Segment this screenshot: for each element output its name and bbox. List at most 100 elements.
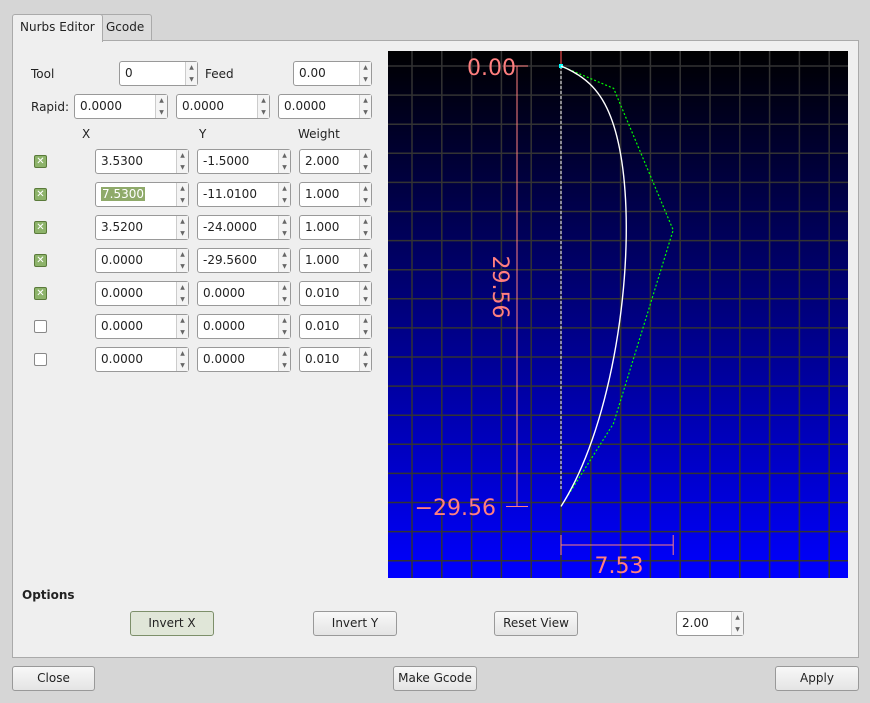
spin-arrows[interactable]: ▲ ▼ (155, 95, 167, 118)
point-weight-value: 1.000 (305, 253, 340, 267)
feed-value: 0.00 (299, 66, 326, 80)
spin-arrows[interactable]: ▲ ▼ (278, 150, 290, 173)
point-x-spinbox[interactable]: 0.0000 ▲ ▼ (95, 281, 189, 306)
point-weight-spinbox[interactable]: 1.000 ▲ ▼ (299, 182, 372, 207)
bottom-dimension-label: −29.56 (415, 496, 496, 521)
scale-spinbox[interactable]: 2.00 ▲ ▼ (676, 611, 744, 636)
apply-button[interactable]: Apply (775, 666, 859, 691)
point-x-value: 7.5300 (101, 187, 145, 201)
point-y-spinbox[interactable]: -29.5600 ▲ ▼ (197, 248, 291, 273)
point-y-spinbox[interactable]: 0.0000 ▲ ▼ (197, 281, 291, 306)
spin-arrows[interactable]: ▲ ▼ (185, 62, 197, 85)
spin-arrows[interactable]: ▲ ▼ (278, 216, 290, 239)
rapid-z-value: 0.0000 (284, 99, 326, 113)
point-weight-value: 1.000 (305, 187, 340, 201)
point-x-spinbox[interactable]: 0.0000 ▲ ▼ (95, 248, 189, 273)
point-y-spinbox[interactable]: 0.0000 ▲ ▼ (197, 347, 291, 372)
spin-arrows[interactable]: ▲ ▼ (359, 282, 371, 305)
reset-view-button[interactable]: Reset View (494, 611, 578, 636)
spin-arrows[interactable]: ▲ ▼ (176, 315, 188, 338)
point-weight-spinbox[interactable]: 0.010 ▲ ▼ (299, 314, 372, 339)
spin-arrows[interactable]: ▲ ▼ (176, 150, 188, 173)
spin-arrows[interactable]: ▲ ▼ (278, 315, 290, 338)
spin-arrows[interactable]: ▲ ▼ (359, 183, 371, 206)
point-weight-spinbox[interactable]: 1.000 ▲ ▼ (299, 248, 372, 273)
nurbs-preview-canvas[interactable]: 0.00 −29.56 29.56 7.53 (388, 51, 848, 578)
point-x-value: 3.5200 (101, 220, 143, 234)
spin-arrows[interactable]: ▲ ▼ (278, 183, 290, 206)
point-enabled-checkbox[interactable] (34, 353, 47, 366)
spin-arrows[interactable]: ▲ ▼ (359, 348, 371, 371)
point-weight-value: 0.010 (305, 319, 340, 333)
point-x-spinbox[interactable]: 0.0000 ▲ ▼ (95, 314, 189, 339)
point-weight-value: 1.000 (305, 220, 340, 234)
spin-arrows[interactable]: ▲ ▼ (359, 150, 371, 173)
spin-arrows[interactable]: ▲ ▼ (176, 216, 188, 239)
close-button[interactable]: Close (12, 666, 95, 691)
point-y-spinbox[interactable]: -24.0000 ▲ ▼ (197, 215, 291, 240)
point-enabled-checkbox[interactable]: ✕ (34, 155, 47, 168)
rapid-y-spinbox[interactable]: 0.0000 ▲ ▼ (176, 94, 270, 119)
spin-arrows[interactable]: ▲ ▼ (359, 62, 371, 85)
tool-label: Tool (31, 67, 55, 81)
spin-arrows[interactable]: ▲ ▼ (359, 216, 371, 239)
spin-arrows[interactable]: ▲ ▼ (359, 249, 371, 272)
spin-arrows[interactable]: ▲ ▼ (278, 282, 290, 305)
point-enabled-checkbox[interactable]: ✕ (34, 188, 47, 201)
spin-arrows[interactable]: ▲ ▼ (176, 282, 188, 305)
point-y-value: -11.0100 (203, 187, 257, 201)
rapid-y-value: 0.0000 (182, 99, 224, 113)
height-dimension-label: 29.56 (487, 256, 512, 319)
point-enabled-checkbox[interactable] (34, 320, 47, 333)
spin-arrows[interactable]: ▲ ▼ (278, 348, 290, 371)
spin-arrows[interactable]: ▲ ▼ (176, 249, 188, 272)
spin-arrows[interactable]: ▲ ▼ (257, 95, 269, 118)
point-x-spinbox[interactable]: 7.5300 ▲ ▼ (95, 182, 189, 207)
point-weight-value: 0.010 (305, 286, 340, 300)
point-enabled-checkbox[interactable]: ✕ (34, 221, 47, 234)
point-x-spinbox[interactable]: 3.5200 ▲ ▼ (95, 215, 189, 240)
tab-nurbs-editor[interactable]: Nurbs Editor (12, 14, 103, 42)
tool-spinbox[interactable]: 0 ▲ ▼ (119, 61, 198, 86)
point-y-spinbox[interactable]: 0.0000 ▲ ▼ (197, 314, 291, 339)
point-x-value: 0.0000 (101, 319, 143, 333)
point-enabled-checkbox[interactable]: ✕ (34, 287, 47, 300)
point-y-value: -24.0000 (203, 220, 257, 234)
point-weight-value: 0.010 (305, 352, 340, 366)
point-y-value: -29.5600 (203, 253, 257, 267)
spin-arrows[interactable]: ▲ ▼ (359, 315, 371, 338)
spin-arrows[interactable]: ▲ ▼ (359, 95, 371, 118)
invert-x-button[interactable]: Invert X (130, 611, 214, 636)
point-weight-value: 2.000 (305, 154, 340, 168)
point-x-spinbox[interactable]: 0.0000 ▲ ▼ (95, 347, 189, 372)
column-x: X (82, 127, 91, 141)
spin-arrows[interactable]: ▲ ▼ (176, 183, 188, 206)
rapid-x-value: 0.0000 (80, 99, 122, 113)
feed-label: Feed (205, 67, 234, 81)
width-dimension-label: 7.53 (595, 554, 644, 578)
feed-spinbox[interactable]: 0.00 ▲ ▼ (293, 61, 372, 86)
point-enabled-checkbox[interactable]: ✕ (34, 254, 47, 267)
point-y-spinbox[interactable]: -11.0100 ▲ ▼ (197, 182, 291, 207)
point-y-value: 0.0000 (203, 319, 245, 333)
rapid-x-spinbox[interactable]: 0.0000 ▲ ▼ (74, 94, 168, 119)
top-dimension-label: 0.00 (467, 56, 516, 81)
point-x-value: 0.0000 (101, 352, 143, 366)
invert-y-button[interactable]: Invert Y (313, 611, 397, 636)
spin-arrows[interactable]: ▲ ▼ (731, 612, 743, 635)
column-y: Y (199, 127, 207, 141)
rapid-z-spinbox[interactable]: 0.0000 ▲ ▼ (278, 94, 372, 119)
tool-value: 0 (125, 66, 133, 80)
spin-arrows[interactable]: ▲ ▼ (176, 348, 188, 371)
spin-arrows[interactable]: ▲ ▼ (278, 249, 290, 272)
dimensions (506, 51, 674, 555)
point-y-spinbox[interactable]: -1.5000 ▲ ▼ (197, 149, 291, 174)
column-weight: Weight (298, 127, 340, 141)
point-weight-spinbox[interactable]: 2.000 ▲ ▼ (299, 149, 372, 174)
point-weight-spinbox[interactable]: 0.010 ▲ ▼ (299, 281, 372, 306)
point-weight-spinbox[interactable]: 1.000 ▲ ▼ (299, 215, 372, 240)
tab-gcode[interactable]: Gcode (98, 14, 153, 41)
point-x-spinbox[interactable]: 3.5300 ▲ ▼ (95, 149, 189, 174)
point-weight-spinbox[interactable]: 0.010 ▲ ▼ (299, 347, 372, 372)
make-gcode-button[interactable]: Make Gcode (393, 666, 477, 691)
